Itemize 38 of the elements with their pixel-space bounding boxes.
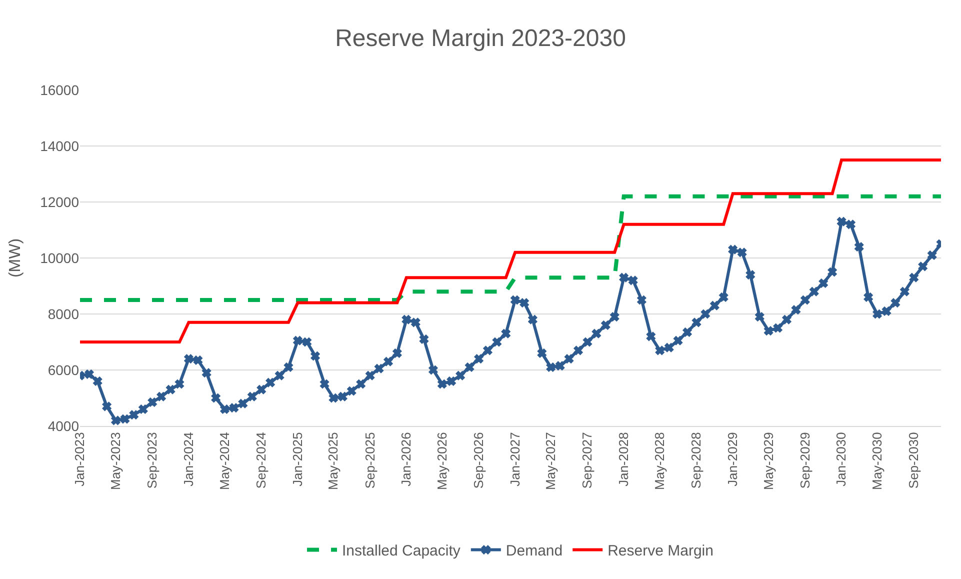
x-tick-label: Jan-2030 (834, 432, 849, 486)
x-tick-label: Sep-2027 (580, 432, 595, 489)
y-tick-label: 6000 (48, 362, 80, 378)
x-tick-label: Sep-2026 (471, 432, 486, 489)
chart-title: Reserve Margin 2023-2030 (335, 24, 626, 52)
x-tick-label: May-2027 (543, 432, 558, 490)
x-tick-label: Sep-2029 (797, 432, 812, 489)
y-tick-label: 14000 (40, 138, 80, 154)
y-tick-label: 10000 (40, 250, 80, 266)
x-tick-label: Sep-2025 (362, 432, 378, 489)
x-tick-label: May-2029 (760, 432, 776, 490)
x-tick-label: Sep-2024 (254, 432, 269, 489)
legend-label: Installed Capacity (342, 542, 461, 560)
x-tick-label: May-2030 (869, 432, 884, 490)
y-tick-label: 12000 (40, 194, 80, 210)
x-tick-label: Jan-2023 (72, 432, 88, 486)
line-series (80, 158, 941, 344)
x-tick-label: Jan-2027 (507, 432, 522, 486)
y-tick-label: 16000 (40, 82, 80, 98)
x-tick-label: May-2023 (108, 432, 123, 490)
x-tick-label: Jan-2025 (290, 432, 305, 486)
x-tick-label: Jan-2026 (398, 432, 414, 486)
x-tick-label: May-2025 (326, 432, 341, 490)
x-tick-label: Jan-2029 (725, 432, 740, 486)
y-tick-label: 8000 (48, 306, 80, 322)
x-tick-label: May-2028 (652, 432, 668, 490)
legend-label: Reserve Margin (608, 542, 714, 560)
x-tick-label: May-2026 (434, 432, 450, 490)
line-series (80, 194, 941, 302)
x-tick-label: Jan-2024 (180, 432, 196, 486)
y-axis-title: (MW) (6, 238, 24, 278)
legend-label: Demand (506, 542, 563, 560)
x-tick-label: Jan-2028 (616, 432, 632, 486)
x-tick-label: Sep-2028 (688, 432, 704, 489)
y-tick-label: 4000 (48, 418, 80, 434)
x-tick-label: Sep-2023 (144, 432, 160, 489)
x-tick-label: Sep-2030 (906, 432, 922, 489)
x-tick-label: May-2024 (216, 432, 232, 490)
